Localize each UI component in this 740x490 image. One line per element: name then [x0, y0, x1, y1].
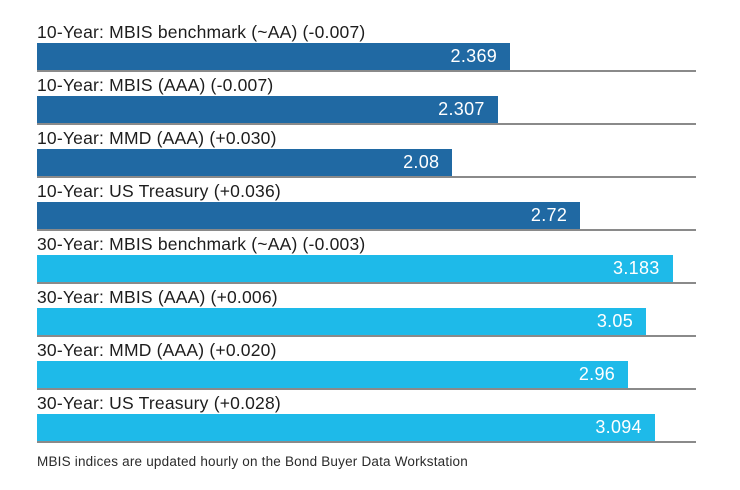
chart-row: 10-Year: US Treasury (+0.036) 2.72 — [37, 178, 696, 231]
bar-track: 3.094 — [37, 414, 696, 443]
bar-value-label: 3.183 — [613, 258, 660, 278]
chart-row: 10-Year: MBIS benchmark (~AA) (-0.007) 2.… — [37, 19, 696, 72]
chart-row: 30-Year: MBIS benchmark (~AA) (-0.003) 3.… — [37, 231, 696, 284]
chart-row: 30-Year: MBIS (AAA) (+0.006) 3.05 — [37, 284, 696, 337]
bar-chart: 10-Year: MBIS benchmark (~AA) (-0.007) 2.… — [37, 19, 696, 443]
bar-label: 10-Year: MMD (AAA) (+0.030) — [37, 128, 277, 148]
bar-value-label: 2.307 — [438, 99, 485, 119]
bar-track: 2.369 — [37, 43, 696, 72]
bar-label: 30-Year: MBIS benchmark (~AA) (-0.003) — [37, 234, 366, 254]
chart-footnote: MBIS indices are updated hourly on the B… — [37, 454, 468, 469]
bar-track: 2.08 — [37, 149, 696, 178]
bar-track: 2.96 — [37, 361, 696, 390]
bar: 2.96 — [37, 361, 629, 388]
chart-row: 30-Year: US Treasury (+0.028) 3.094 — [37, 390, 696, 443]
bar: 2.307 — [37, 96, 498, 123]
bar-label: 30-Year: US Treasury (+0.028) — [37, 393, 281, 413]
bar: 3.094 — [37, 414, 655, 441]
bar-track: 2.72 — [37, 202, 696, 231]
bar-value-label: 2.369 — [450, 46, 498, 66]
bar-label: 30-Year: MMD (AAA) (+0.020) — [37, 340, 277, 360]
bar-value-label: 3.094 — [595, 417, 642, 437]
chart-row: 10-Year: MBIS (AAA) (-0.007) 2.307 — [37, 72, 696, 125]
bar-value-label: 2.08 — [403, 152, 440, 172]
bar-value-label: 3.05 — [596, 311, 634, 331]
bar: 3.183 — [37, 255, 673, 282]
bar-track: 3.183 — [37, 255, 696, 284]
bar: 2.369 — [37, 43, 511, 70]
bar: 2.72 — [37, 202, 581, 229]
bar-label: 10-Year: MBIS benchmark (~AA) (-0.007) — [37, 22, 366, 42]
bar: 3.05 — [37, 308, 647, 335]
bar-value-label: 2.96 — [578, 364, 616, 384]
bar-value-label: 2.72 — [530, 205, 568, 225]
bar-track: 3.05 — [37, 308, 696, 337]
bar-label: 10-Year: MBIS (AAA) (-0.007) — [37, 75, 274, 95]
bar-label: 10-Year: US Treasury (+0.036) — [37, 181, 281, 201]
chart-row: 10-Year: MMD (AAA) (+0.030) 2.08 — [37, 125, 696, 178]
bar-label: 30-Year: MBIS (AAA) (+0.006) — [37, 287, 278, 307]
bar: 2.08 — [37, 149, 453, 176]
bar-track: 2.307 — [37, 96, 696, 125]
chart-row: 30-Year: MMD (AAA) (+0.020) 2.96 — [37, 337, 696, 390]
